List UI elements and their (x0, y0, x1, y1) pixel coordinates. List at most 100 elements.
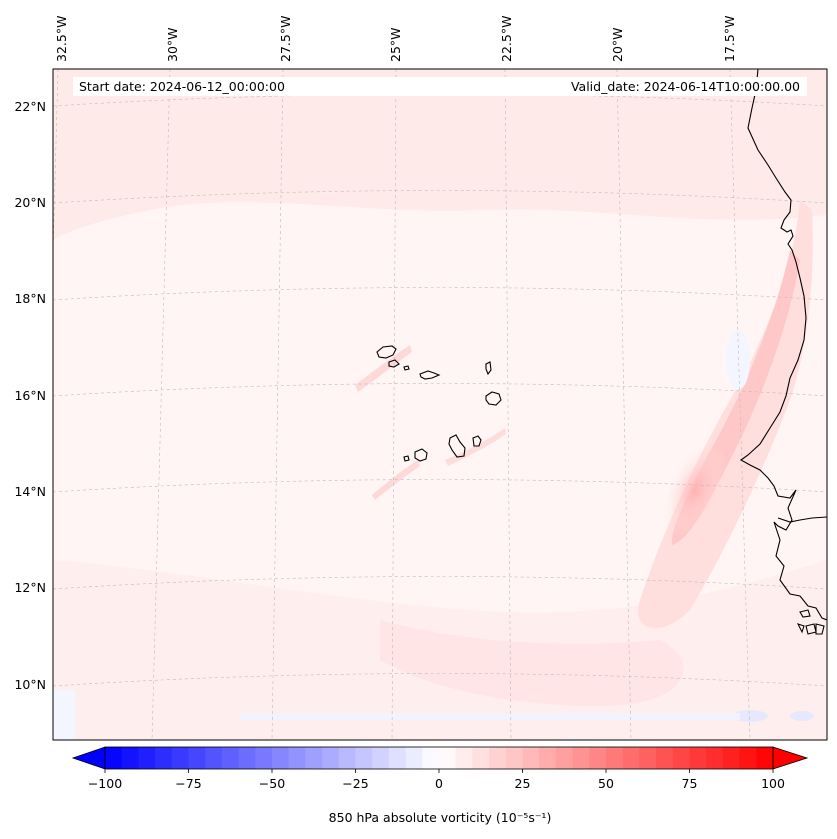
latitude-label: 20°N (14, 195, 46, 210)
meridian-line (616, 69, 632, 740)
parallel-line (53, 673, 827, 687)
vorticity-negative-strip (240, 713, 740, 720)
colorbar-tick-label: −25 (342, 776, 368, 791)
colorbar-tick-label: 75 (682, 776, 698, 791)
colorbar-segment (472, 747, 490, 769)
vorticity-negative-patch (732, 710, 768, 722)
colorbar-tick-label: −75 (175, 776, 201, 791)
colorbar-segment (522, 747, 540, 769)
meridian-line (391, 69, 397, 740)
colorbar-segment (606, 747, 624, 769)
vorticity-streak (355, 345, 412, 392)
colorbar-segment (422, 747, 440, 769)
colorbar-segment (572, 747, 590, 769)
colorbar-tick-label: 100 (761, 776, 785, 791)
parallel-line (53, 93, 827, 107)
colorbar-segment (372, 747, 390, 769)
colorbar-segment (405, 747, 423, 769)
info-header: Start date: 2024-06-12_00:00:00 Valid_da… (73, 77, 807, 96)
colorbar-segment (439, 747, 457, 769)
colorbar-segment (589, 747, 607, 769)
colorbar-tick-label: 50 (598, 776, 614, 791)
island-santo-antao (376, 345, 397, 359)
vorticity-patch-southcentral (380, 620, 684, 706)
longitude-label: 20°W (610, 27, 625, 62)
map-panel (53, 69, 827, 740)
info-header-background (73, 77, 807, 96)
island-boa-vista (485, 391, 502, 406)
colorbar-segment (388, 747, 407, 769)
colorbar-segment (672, 747, 690, 769)
latitude-labels: 22°N 20°N 18°N 16°N 14°N 12°N 10°N (14, 99, 46, 692)
colorbar: −100 −75 −50 −25 0 25 50 75 100 850 hPa absolute… (71, 746, 809, 825)
colorbar-segment (155, 747, 173, 769)
latitude-label: 10°N (14, 677, 46, 692)
latitude-label: 18°N (14, 291, 46, 306)
colorbar-segment (272, 747, 290, 769)
longitude-label: 27.5°W (278, 16, 293, 62)
colorbar-segment (171, 747, 189, 769)
colorbar-label: 850 hPa absolute vorticity (10⁻⁵s⁻¹) (329, 810, 552, 825)
colorbar-segment (722, 747, 741, 769)
latitude-label: 22°N (14, 99, 46, 114)
island-fogo (414, 448, 428, 462)
colorbar-high-extend (772, 746, 809, 770)
latitude-label: 14°N (14, 484, 46, 499)
vorticity-band-north (53, 69, 827, 240)
parallel-line (53, 383, 827, 397)
vorticity-max-blob (663, 443, 727, 537)
colorbar-segment (505, 747, 523, 769)
island-santiago (448, 434, 466, 458)
meridian-line (729, 69, 751, 740)
longitude-label: 25°W (388, 27, 403, 62)
colorbar-segment (539, 747, 557, 769)
island-santa-luzia (403, 365, 410, 371)
colorbar-segment (455, 747, 473, 769)
colorbar-segment (489, 747, 507, 769)
longitude-label: 22.5°W (499, 16, 514, 62)
latitude-label: 12°N (14, 580, 46, 595)
meridian-line (271, 69, 284, 740)
colorbar-segment (338, 747, 356, 769)
longitude-label: 30°W (165, 27, 180, 62)
colorbar-segment (221, 747, 240, 769)
parallel-line (53, 576, 827, 590)
colorbar-segment (255, 747, 273, 769)
colorbar-segment (138, 747, 156, 769)
vorticity-negative-patch (726, 330, 750, 390)
colorbar-segment (639, 747, 657, 769)
map-frame (52, 68, 828, 741)
meridian-line (151, 69, 171, 740)
colorbar-segment (739, 747, 757, 769)
island-sao-vicente (388, 359, 400, 368)
colorbar-tick-label: 25 (515, 776, 531, 791)
island-brava (403, 455, 410, 462)
colorbar-tick-label: −50 (259, 776, 285, 791)
valid-date-label: Valid_date: 2024-06-14T10:00:00.00 (571, 79, 800, 94)
vorticity-negative-patch (53, 690, 75, 740)
parallel-line (53, 190, 827, 204)
island-sao-nicolau (419, 370, 441, 380)
colorbar-segment (121, 747, 139, 769)
colorbar-segment (555, 747, 574, 769)
longitude-label: 32.5°W (54, 16, 69, 62)
colorbar-segment (689, 747, 707, 769)
colorbar-segment (656, 747, 674, 769)
longitude-label: 17.5°W (722, 16, 737, 62)
coastline-west-africa (739, 69, 827, 621)
start-date-label: Start date: 2024-06-12_00:00:00 (79, 79, 285, 94)
coastline-gambia-estuary (777, 516, 827, 523)
colorbar-segment (205, 747, 223, 769)
island-maio (472, 435, 482, 447)
parallel-line (53, 479, 827, 493)
colorbar-segment (756, 747, 774, 769)
african-coastline (739, 69, 827, 635)
parallel-line (53, 287, 827, 301)
colorbar-segment (288, 747, 306, 769)
colorbar-segment (706, 747, 724, 769)
colorbar-segment (622, 747, 640, 769)
longitude-labels: 32.5°W 30°W 27.5°W 25°W 22.5°W 20°W 17.5… (54, 16, 737, 62)
vorticity-negative-patch (790, 711, 814, 721)
graticule (53, 69, 827, 740)
